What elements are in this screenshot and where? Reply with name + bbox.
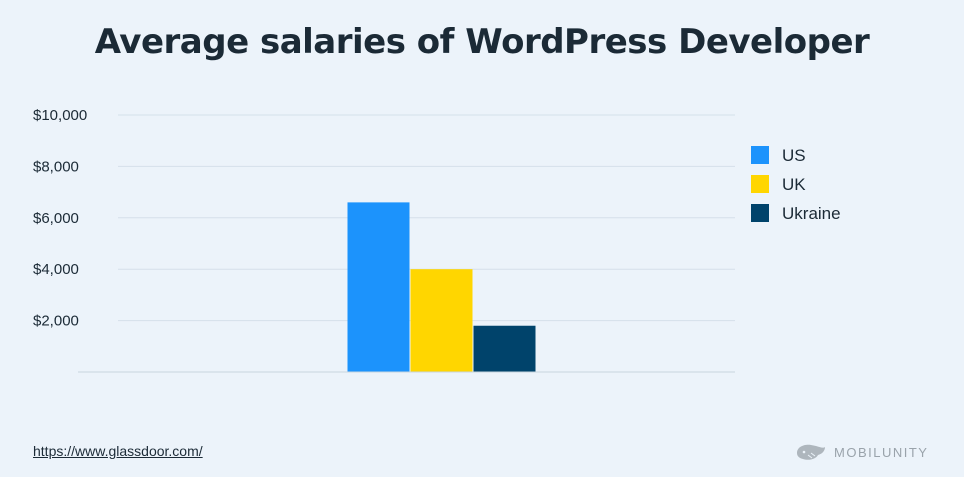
y-axis-ticks: $2,000 $4,000 $6,000 $8,000 $10,000	[33, 107, 87, 330]
legend-label-uk: UK	[782, 175, 806, 194]
legend-label-us: US	[782, 146, 806, 165]
y-tick-label: $8,000	[33, 158, 79, 175]
bar-uk	[410, 269, 473, 372]
bar-us	[347, 202, 410, 372]
bars	[347, 202, 536, 372]
bar-chart: $2,000 $4,000 $6,000 $8,000 $10,000 US UK Ukra…	[33, 107, 841, 373]
brand: MOBILUNITY	[794, 441, 928, 463]
y-tick-label: $6,000	[33, 210, 79, 227]
legend: US UK Ukraine	[751, 146, 841, 223]
y-tick-label: $10,000	[33, 107, 87, 124]
source-link[interactable]: https://www.glassdoor.com/	[33, 443, 203, 459]
y-tick-label: $4,000	[33, 261, 79, 278]
brand-logo-icon	[797, 444, 825, 460]
bar-ukraine	[473, 325, 536, 372]
legend-swatch-us	[751, 146, 769, 164]
brand-name: MOBILUNITY	[834, 444, 929, 460]
legend-swatch-ukraine	[751, 204, 769, 222]
chart-title: Average salaries of WordPress Developer	[94, 22, 870, 62]
legend-swatch-uk	[751, 175, 769, 193]
y-tick-label: $2,000	[33, 313, 79, 330]
legend-label-ukraine: Ukraine	[782, 204, 841, 223]
